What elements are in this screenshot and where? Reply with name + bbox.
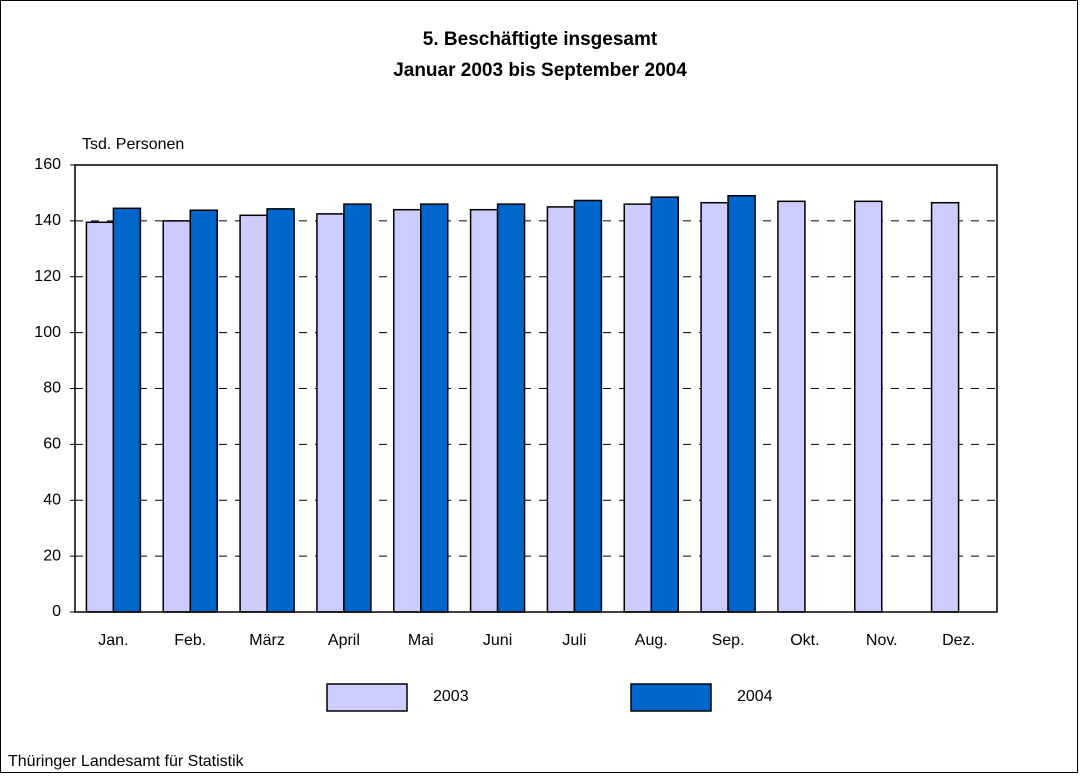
bar (239, 214, 268, 613)
bar (420, 203, 449, 613)
bar (189, 209, 218, 613)
x-tick-label: Dez. (942, 632, 975, 649)
x-tick-label: Sep. (712, 632, 745, 649)
plot-border (74, 164, 998, 613)
bar (930, 201, 960, 613)
x-tick-label: Aug. (635, 632, 668, 649)
chart-title: 5. Beschäftigte insgesamt (423, 29, 658, 50)
x-tick-label: Jan. (98, 632, 128, 649)
bar (85, 221, 115, 613)
y-tick-label: 40 (43, 491, 61, 508)
y-tick-label: 0 (52, 603, 61, 620)
x-tick-label: Juni (483, 632, 512, 649)
bar (700, 201, 729, 613)
bar (573, 199, 603, 613)
bar (266, 208, 295, 613)
legend-swatch (326, 683, 408, 712)
y-tick-label: 60 (43, 436, 61, 453)
y-axis-label: Tsd. Personen (82, 136, 184, 153)
bar (112, 207, 142, 613)
bar (650, 196, 679, 613)
bar (727, 194, 756, 613)
source: Thüringer Landesamt für Statistik (8, 753, 245, 770)
bar (316, 213, 345, 613)
bar (343, 203, 372, 613)
bar (546, 206, 576, 613)
y-tick-label: 100 (34, 324, 61, 341)
x-tick-label: Feb. (174, 632, 206, 649)
y-tick-label: 80 (43, 380, 61, 397)
bar (393, 208, 422, 613)
bar (623, 203, 652, 613)
bar (496, 203, 526, 613)
legend-label: 2004 (737, 688, 773, 705)
x-tick-label: Juli (562, 632, 586, 649)
x-tick-label: Mai (408, 632, 434, 649)
bar (854, 200, 883, 613)
y-tick-label: 120 (34, 268, 61, 285)
x-tick-label: Okt. (790, 632, 819, 649)
y-tick-label: 140 (34, 212, 61, 229)
bar (162, 220, 191, 613)
bar (777, 200, 806, 613)
chart-subtitle: Januar 2003 bis September 2004 (393, 60, 687, 81)
y-tick-label: 20 (43, 547, 61, 564)
legend-label: 2003 (433, 688, 469, 705)
legend-swatch (630, 683, 712, 712)
x-tick-label: Nov. (866, 632, 898, 649)
x-tick-label: April (328, 632, 360, 649)
y-tick-label: 160 (34, 156, 61, 173)
x-tick-label: März (249, 632, 285, 649)
bar (469, 208, 499, 613)
